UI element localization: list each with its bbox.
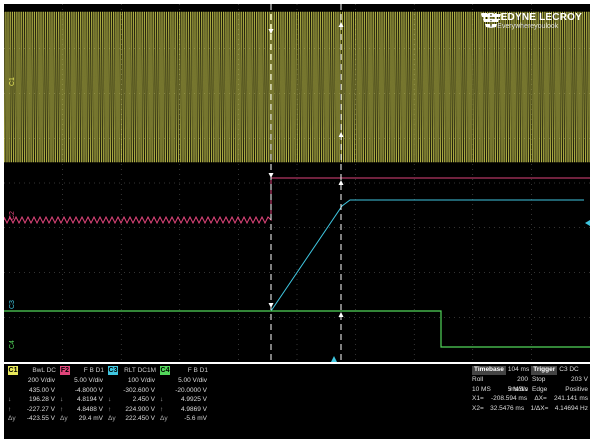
sample-count: 10 MS bbox=[472, 385, 491, 393]
channel-descriptor-4[interactable]: C4 F B D1 5.00 V/div -20.0000 V ↓ 4.9925 V ↑ 4.… bbox=[160, 366, 210, 438]
cursor-marker-arrow bbox=[338, 132, 344, 137]
channel-badge[interactable]: C3 bbox=[108, 366, 118, 375]
channel-v1: 4.9925 V bbox=[180, 396, 207, 403]
channel-vdiv: 100 V/div bbox=[127, 377, 155, 384]
row-label bbox=[60, 386, 70, 396]
x1-label: X1= bbox=[472, 395, 484, 402]
channel-offset: -302.600 V bbox=[123, 386, 155, 394]
trigger-level: 203 V bbox=[571, 376, 588, 383]
channel-dv: -5.6 mV bbox=[184, 415, 207, 422]
row-label bbox=[8, 386, 18, 396]
channel-offset: -4.8000 V bbox=[74, 386, 103, 394]
c4-trace-label: C4 bbox=[9, 340, 16, 349]
dx-value: 241.141 ms bbox=[554, 395, 588, 402]
time-per-div: 200 ms/div bbox=[509, 376, 528, 393]
channel-descriptor-2[interactable]: F2 F B D1 5.00 V/div -4.8000 V ↓ 4.8194 V ↑ 4.8… bbox=[60, 366, 106, 438]
trigger-position-marker bbox=[331, 356, 337, 362]
channel-v1: 4.8194 V bbox=[76, 396, 103, 403]
channel-descriptor-1[interactable]: C1 BwL DC 200 V/div 435.00 V ↓ 196.28 V ↑ -227.… bbox=[8, 366, 58, 438]
channel-config: BwL DC bbox=[32, 367, 56, 374]
trigger-label[interactable]: Trigger bbox=[531, 366, 558, 375]
row-label: ↓ bbox=[60, 396, 64, 403]
channel-v1: 2.450 V bbox=[132, 396, 155, 403]
channel-descriptor-3[interactable]: C3 RLT DC1M 100 V/div -302.600 V ↓ 2.450 V ↑ 22… bbox=[108, 366, 158, 438]
brand-name: TELEDYNE LECROY bbox=[481, 12, 582, 23]
channel-config: RLT DC1M bbox=[124, 367, 156, 374]
teledyne-logo-icon bbox=[481, 14, 502, 28]
channel-vdiv: 5.00 V/div bbox=[178, 377, 207, 384]
row-label bbox=[160, 376, 170, 386]
channel-config: F B D1 bbox=[83, 367, 104, 374]
channel-v2: 224.900 V bbox=[125, 405, 155, 413]
x1-value: -208.594 ms bbox=[490, 395, 528, 402]
row-label: ↓ bbox=[108, 396, 112, 403]
row-label bbox=[160, 386, 170, 396]
c3-level-marker bbox=[585, 220, 590, 226]
dx-label: ΔX= bbox=[534, 395, 547, 402]
cursor-marker-arrow bbox=[338, 312, 344, 317]
channel-dv: -423.55 V bbox=[26, 415, 55, 422]
row-label bbox=[108, 386, 118, 396]
waveform-grid[interactable]: C1 C2 C3 C4 TELEDYNE LECROY Everywhereyoulo… bbox=[4, 4, 590, 362]
row-label: ↑ bbox=[108, 405, 112, 413]
brand-tagline: Everywhereyoulook bbox=[497, 23, 559, 30]
c4-waveform bbox=[4, 310, 590, 348]
cursor-marker-arrow bbox=[268, 173, 274, 178]
timebase-delay: 104 ms bbox=[507, 366, 530, 373]
row-label: Δy bbox=[108, 415, 116, 422]
acq-mode: Roll bbox=[472, 376, 484, 383]
channel-info-panel: C1 BwL DC 200 V/div 435.00 V ↓ 196.28 V ↑ -227.… bbox=[4, 364, 590, 439]
channel-badge[interactable]: C4 bbox=[160, 366, 170, 375]
channel-dv: 222.450 V bbox=[125, 415, 155, 422]
channel-v1: 196.28 V bbox=[28, 396, 55, 403]
inv-dx-label: 1/ΔX= bbox=[530, 404, 549, 412]
cursor-marker-arrow bbox=[338, 22, 344, 27]
c3-waveform bbox=[4, 199, 584, 312]
timebase-label[interactable]: Timebase bbox=[472, 366, 506, 375]
sample-rate: 5 MS/s bbox=[507, 385, 528, 393]
channel-config: F B D1 bbox=[187, 367, 208, 374]
trigger-type: Edge bbox=[532, 385, 548, 393]
channel-dv: 29.4 mV bbox=[78, 415, 103, 422]
inv-dx-value: 4.14694 Hz bbox=[554, 404, 588, 412]
row-label bbox=[108, 376, 118, 386]
c2-trace-label: C2 bbox=[9, 211, 16, 220]
channel-vdiv: 200 V/div bbox=[27, 377, 55, 384]
trigger-channel: C3 DC bbox=[559, 366, 579, 373]
x2-value: 32.5476 ms bbox=[490, 404, 525, 412]
c3-trace-label: C3 bbox=[9, 300, 16, 309]
brand-logo: TELEDYNE LECROY Everywhereyoulook bbox=[481, 12, 582, 30]
channel-offset: -20.0000 V bbox=[175, 386, 207, 394]
row-label: Δy bbox=[160, 415, 168, 422]
cursor-marker-arrow bbox=[268, 29, 274, 34]
trigger-mode: Stop bbox=[532, 376, 546, 383]
row-label: ↓ bbox=[160, 396, 164, 403]
c1-waveform bbox=[4, 11, 590, 163]
waveform-canvas: C1 C2 C3 C4 bbox=[4, 4, 590, 362]
row-label: ↑ bbox=[8, 405, 12, 413]
c1-trace-label: C1 bbox=[9, 77, 16, 86]
timebase-trigger-panel[interactable]: Timebase 104 ms Trigger C3 DC Roll 200 m… bbox=[472, 366, 588, 413]
cursor-marker-arrow bbox=[268, 303, 274, 308]
channel-offset: 435.00 V bbox=[28, 386, 55, 394]
x2-label: X2= bbox=[472, 404, 484, 412]
trigger-slope: Positive bbox=[565, 385, 588, 393]
channel-badge[interactable]: C1 bbox=[8, 366, 18, 375]
cursor-marker-arrow bbox=[338, 180, 344, 185]
c2-waveform bbox=[4, 177, 590, 225]
row-label: ↑ bbox=[160, 405, 164, 413]
row-label: Δy bbox=[60, 415, 68, 422]
channel-vdiv: 5.00 V/div bbox=[74, 377, 103, 384]
row-label bbox=[8, 376, 18, 386]
row-label bbox=[60, 376, 70, 386]
row-label: ↑ bbox=[60, 405, 64, 413]
channel-v2: 4.9869 V bbox=[180, 405, 207, 413]
row-label: ↓ bbox=[8, 396, 12, 403]
channel-badge[interactable]: F2 bbox=[60, 366, 70, 375]
row-label: Δy bbox=[8, 415, 16, 422]
channel-v2: 4.8488 V bbox=[76, 405, 103, 413]
channel-v2: -227.27 V bbox=[26, 405, 55, 413]
